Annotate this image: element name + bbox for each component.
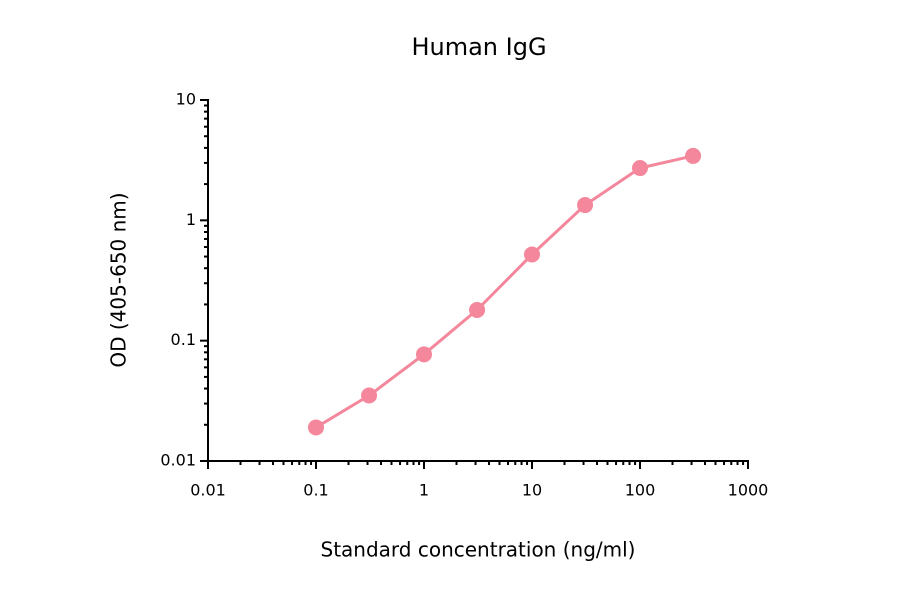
x-tick-label: 0.1 bbox=[303, 481, 328, 500]
data-point bbox=[361, 387, 378, 404]
y-tick-label: 0.01 bbox=[160, 451, 196, 470]
data-point bbox=[632, 160, 648, 177]
x-tick-label: 1000 bbox=[728, 481, 769, 500]
chart-title: Human IgG bbox=[411, 33, 546, 61]
data-point bbox=[524, 246, 540, 263]
x-tick-label: 0.01 bbox=[190, 481, 226, 500]
y-tick-label: 10 bbox=[176, 90, 196, 109]
x-tick-label: 10 bbox=[522, 481, 542, 500]
y-tick-label: 0.1 bbox=[171, 330, 196, 349]
data-point bbox=[577, 197, 594, 214]
x-axis-label: Standard concentration (ng/ml) bbox=[321, 538, 636, 562]
series-line bbox=[315, 154, 694, 429]
data-point bbox=[308, 419, 324, 436]
y-axis-label: OD (405-650 nm) bbox=[107, 192, 131, 367]
data-point bbox=[685, 147, 702, 164]
y-tick-label: 1 bbox=[186, 210, 196, 229]
data-point bbox=[416, 346, 432, 363]
x-tick-label: 100 bbox=[625, 481, 656, 500]
x-tick-label: 1 bbox=[419, 481, 429, 500]
data-point bbox=[469, 301, 486, 318]
